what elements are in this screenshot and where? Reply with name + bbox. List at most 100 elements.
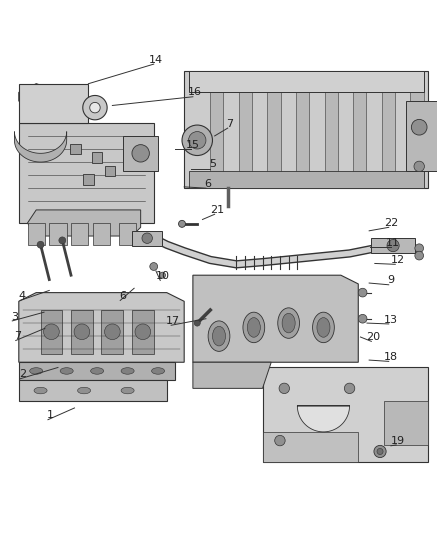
- Circle shape: [132, 144, 149, 162]
- Text: 19: 19: [391, 435, 406, 446]
- Polygon shape: [262, 367, 428, 462]
- Ellipse shape: [313, 312, 334, 343]
- Polygon shape: [14, 132, 67, 162]
- Polygon shape: [296, 79, 309, 180]
- Ellipse shape: [78, 387, 91, 394]
- Circle shape: [344, 383, 355, 393]
- Circle shape: [105, 324, 120, 340]
- Circle shape: [150, 263, 158, 270]
- Circle shape: [135, 324, 151, 340]
- Polygon shape: [132, 231, 162, 246]
- Circle shape: [358, 314, 367, 323]
- Ellipse shape: [317, 318, 330, 337]
- Text: 13: 13: [384, 314, 398, 325]
- Polygon shape: [188, 71, 424, 92]
- Text: 11: 11: [386, 238, 400, 247]
- Text: 6: 6: [205, 179, 212, 189]
- Text: 1: 1: [46, 410, 53, 421]
- Text: 22: 22: [384, 218, 398, 228]
- Polygon shape: [19, 293, 184, 362]
- Circle shape: [194, 320, 200, 326]
- Polygon shape: [262, 432, 358, 462]
- Polygon shape: [382, 79, 395, 180]
- Circle shape: [37, 241, 44, 248]
- Polygon shape: [41, 310, 62, 353]
- Text: 17: 17: [166, 316, 180, 326]
- Text: 6: 6: [119, 291, 126, 301]
- Polygon shape: [28, 223, 45, 245]
- Circle shape: [411, 119, 427, 135]
- Circle shape: [275, 435, 285, 446]
- Text: 20: 20: [367, 332, 381, 342]
- Text: 4: 4: [19, 291, 26, 301]
- Circle shape: [387, 239, 399, 252]
- Polygon shape: [102, 310, 123, 353]
- Ellipse shape: [278, 308, 300, 338]
- Circle shape: [142, 233, 152, 244]
- Polygon shape: [83, 95, 107, 120]
- Polygon shape: [184, 71, 428, 188]
- Text: 2: 2: [19, 369, 26, 379]
- Ellipse shape: [34, 387, 47, 394]
- Polygon shape: [325, 79, 338, 180]
- Polygon shape: [28, 210, 141, 236]
- Polygon shape: [19, 123, 154, 223]
- Ellipse shape: [91, 368, 104, 374]
- Polygon shape: [193, 275, 358, 362]
- Polygon shape: [90, 102, 100, 113]
- Polygon shape: [119, 223, 136, 245]
- Polygon shape: [353, 79, 366, 180]
- Ellipse shape: [247, 318, 260, 337]
- Polygon shape: [371, 238, 415, 254]
- Bar: [105, 166, 116, 176]
- Bar: [83, 174, 94, 184]
- Ellipse shape: [30, 368, 43, 374]
- Bar: [70, 144, 81, 154]
- Text: 10: 10: [155, 271, 170, 281]
- Ellipse shape: [282, 313, 295, 333]
- Polygon shape: [297, 406, 350, 432]
- Polygon shape: [385, 401, 428, 445]
- Ellipse shape: [60, 368, 73, 374]
- Text: 12: 12: [390, 255, 405, 265]
- Bar: [92, 152, 102, 163]
- Polygon shape: [19, 84, 102, 114]
- Polygon shape: [49, 223, 67, 245]
- Polygon shape: [410, 79, 424, 180]
- Polygon shape: [268, 79, 281, 180]
- Circle shape: [179, 220, 185, 228]
- Text: 3: 3: [11, 312, 18, 321]
- Polygon shape: [19, 84, 88, 123]
- Polygon shape: [188, 171, 424, 188]
- Circle shape: [358, 288, 367, 297]
- Polygon shape: [239, 79, 252, 180]
- Polygon shape: [71, 223, 88, 245]
- Circle shape: [415, 251, 424, 260]
- Text: 9: 9: [387, 276, 395, 286]
- Text: 21: 21: [210, 205, 224, 215]
- Ellipse shape: [208, 321, 230, 351]
- Polygon shape: [19, 362, 176, 379]
- Polygon shape: [123, 136, 158, 171]
- Ellipse shape: [243, 312, 265, 343]
- Circle shape: [415, 244, 424, 253]
- Text: 18: 18: [384, 352, 398, 362]
- Circle shape: [159, 272, 166, 278]
- Polygon shape: [193, 362, 271, 389]
- Circle shape: [59, 237, 66, 244]
- Text: 5: 5: [209, 159, 216, 169]
- Text: 15: 15: [186, 140, 200, 150]
- Ellipse shape: [121, 368, 134, 374]
- Polygon shape: [406, 101, 437, 171]
- Ellipse shape: [121, 387, 134, 394]
- Polygon shape: [210, 79, 223, 180]
- Circle shape: [74, 324, 90, 340]
- Text: 16: 16: [188, 87, 202, 98]
- Circle shape: [414, 161, 424, 172]
- Text: 7: 7: [226, 119, 233, 129]
- Circle shape: [377, 448, 383, 455]
- Text: 14: 14: [149, 55, 163, 65]
- Polygon shape: [71, 310, 93, 353]
- Circle shape: [374, 446, 386, 457]
- Polygon shape: [132, 310, 154, 353]
